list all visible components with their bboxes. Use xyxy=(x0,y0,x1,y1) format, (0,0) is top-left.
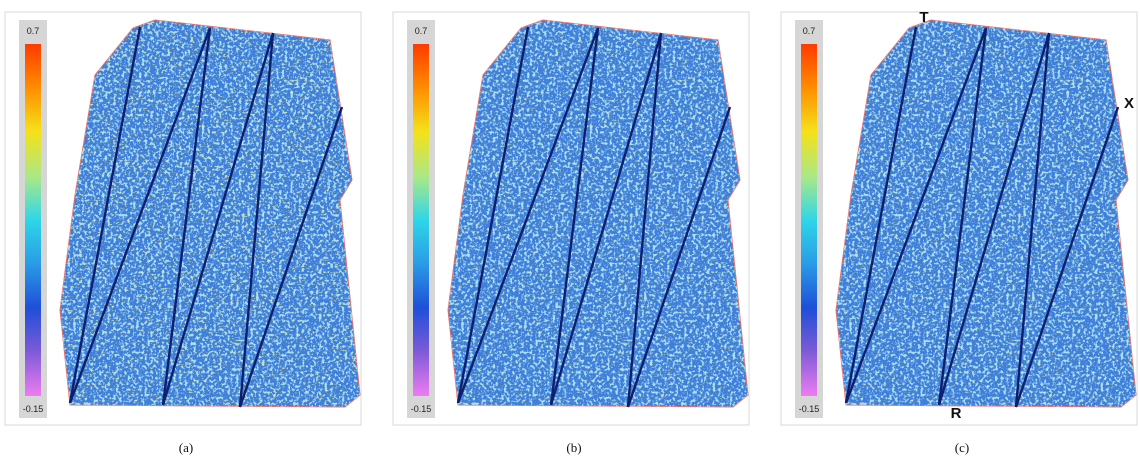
section-line xyxy=(68,26,142,404)
colorbar-max: 0.7 xyxy=(803,26,816,36)
section-line xyxy=(161,32,275,406)
colorbar-max: 0.7 xyxy=(27,26,40,36)
section-line xyxy=(937,32,1051,406)
caption: (c) xyxy=(955,440,969,455)
marker-label: R xyxy=(951,405,962,422)
section-line xyxy=(68,27,212,404)
section-line xyxy=(626,32,663,408)
section-line xyxy=(844,26,918,404)
section-line xyxy=(1014,32,1051,408)
colorbar xyxy=(413,44,429,396)
panel: 0.7 -0.15 T R X xyxy=(780,9,1138,426)
specimen-hot xyxy=(448,20,748,407)
panel: 0.7 -0.15 xyxy=(4,11,362,426)
section-line xyxy=(238,106,344,408)
marker-label: X xyxy=(1124,95,1134,112)
colorbar xyxy=(25,44,41,396)
section-line xyxy=(937,27,988,406)
colorbar-min: -0.15 xyxy=(411,404,432,414)
section-line xyxy=(844,27,988,404)
specimen-hot xyxy=(60,20,360,407)
colorbar-min: -0.15 xyxy=(23,404,44,414)
colorbar xyxy=(801,44,817,396)
panel: 0.7 -0.15 xyxy=(392,11,750,426)
marker-label: T xyxy=(919,9,928,26)
section-line xyxy=(549,27,600,406)
section-line xyxy=(1014,106,1120,408)
section-line xyxy=(626,106,732,408)
section-line xyxy=(238,32,275,408)
section-line xyxy=(456,27,600,404)
section-line xyxy=(549,32,663,406)
caption: (b) xyxy=(566,440,581,455)
colorbar-min: -0.15 xyxy=(799,404,820,414)
specimen-hot xyxy=(836,20,1136,407)
caption: (a) xyxy=(179,440,193,455)
colorbar-max: 0.7 xyxy=(415,26,428,36)
section-line xyxy=(456,26,530,404)
section-line xyxy=(161,27,212,406)
